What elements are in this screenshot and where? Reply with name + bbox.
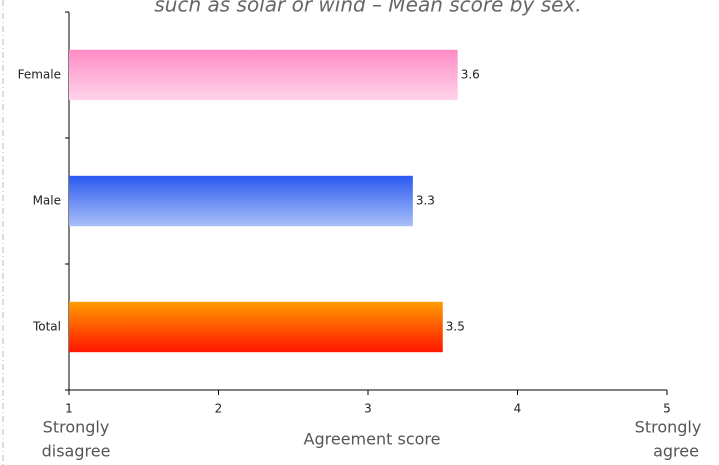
y-tick-label: Female <box>18 68 61 82</box>
value-label: 3.3 <box>416 194 435 208</box>
bar <box>69 49 458 101</box>
x-tick-label: 1 <box>65 402 73 416</box>
bar <box>69 175 413 227</box>
bar <box>69 301 443 353</box>
value-label: 3.5 <box>446 320 465 334</box>
x-end-label: agree <box>653 442 699 461</box>
x-end-label: Strongly <box>43 418 110 437</box>
y-tick-label: Male <box>33 194 61 208</box>
value-label: 3.6 <box>461 68 480 82</box>
x-tick-label: 3 <box>364 402 372 416</box>
x-tick-label: 2 <box>215 402 223 416</box>
x-axis-label: Agreement score <box>304 430 441 449</box>
x-end-label: disagree <box>42 442 111 461</box>
x-end-label: Strongly <box>635 418 702 437</box>
y-tick-label: Total <box>32 320 61 334</box>
x-tick-label: 5 <box>663 402 671 416</box>
chart-title: such as solar or wind – Mean score by se… <box>154 0 581 17</box>
x-tick-label: 4 <box>514 402 522 416</box>
